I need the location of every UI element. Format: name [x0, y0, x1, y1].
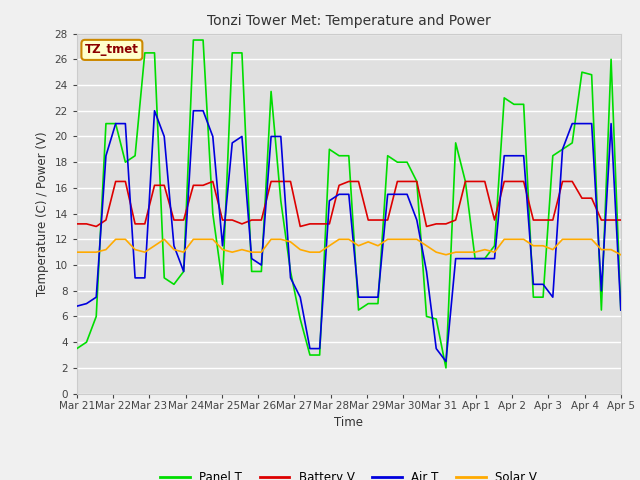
Legend: Panel T, Battery V, Air T, Solar V: Panel T, Battery V, Air T, Solar V	[156, 466, 542, 480]
X-axis label: Time: Time	[334, 416, 364, 429]
Text: TZ_tmet: TZ_tmet	[85, 43, 139, 56]
Title: Tonzi Tower Met: Temperature and Power: Tonzi Tower Met: Temperature and Power	[207, 14, 491, 28]
Y-axis label: Temperature (C) / Power (V): Temperature (C) / Power (V)	[36, 132, 49, 296]
